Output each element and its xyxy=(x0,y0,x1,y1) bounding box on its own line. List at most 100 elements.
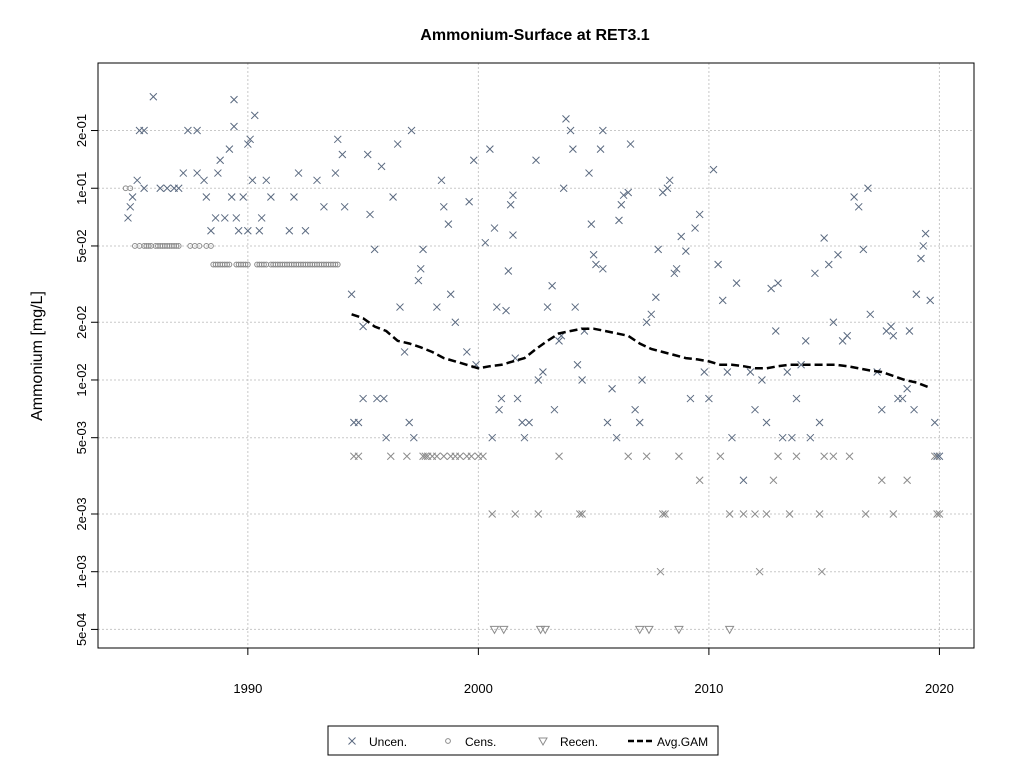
uncensored-point xyxy=(126,202,135,211)
uncensored-point xyxy=(550,405,559,414)
recensored-point xyxy=(634,625,645,635)
y-axis: 5e-04 1e-03 2e-03 5e-03 1e-02 2e-02 5e-02 1e-01… xyxy=(74,114,98,646)
uncensored-point xyxy=(603,418,612,427)
uncensored-point xyxy=(829,318,838,327)
uncensored-point xyxy=(370,245,379,254)
uncensored-point xyxy=(555,336,563,345)
uncensored-point xyxy=(933,452,941,461)
uncensored-point xyxy=(444,220,453,228)
uncensored-point xyxy=(439,202,448,211)
uncensored-point xyxy=(377,162,386,171)
uncensored-point xyxy=(193,169,201,177)
uncensored-point xyxy=(331,169,340,177)
y-tick-label: 5e-03 xyxy=(74,421,89,454)
recensored-point xyxy=(724,625,735,635)
censored-point xyxy=(242,261,249,268)
uncensored-point xyxy=(573,360,582,369)
uncensored-point xyxy=(225,145,234,153)
recensored-point xyxy=(489,625,500,635)
gam-line xyxy=(351,313,929,389)
y-axis-title: Ammonium [mg/L] xyxy=(29,291,46,421)
uncensored-point xyxy=(559,184,568,193)
uncensored-point xyxy=(762,418,771,427)
uncensored-point xyxy=(359,322,367,331)
uncensored-point xyxy=(414,276,423,285)
uncensored-point xyxy=(506,200,515,209)
censored-x-point xyxy=(755,567,764,576)
uncensored-point xyxy=(200,176,208,185)
uncensored-point xyxy=(140,184,148,193)
censored-point xyxy=(127,185,134,192)
uncensored-point xyxy=(230,122,238,131)
legend-marker-recen xyxy=(538,737,548,747)
recensored-point xyxy=(498,625,509,635)
x-tick-label: 1990 xyxy=(233,681,262,696)
uncensored-point xyxy=(207,226,215,235)
uncensored-point xyxy=(566,126,575,135)
uncensored-point xyxy=(409,433,418,442)
uncensored-point xyxy=(714,260,722,269)
uncensored-point xyxy=(232,214,241,222)
uncensored-point xyxy=(539,368,547,376)
uncensored-point xyxy=(520,433,529,442)
censored-x-point xyxy=(933,510,941,518)
uncensored-point xyxy=(635,418,644,427)
uncensored-point xyxy=(211,214,220,222)
censored-x-point xyxy=(624,452,633,461)
uncensored-point xyxy=(771,327,780,335)
uncensored-point xyxy=(562,115,570,123)
legend: Uncen. Cens. Recen. Avg.GAM xyxy=(327,725,719,756)
uncensored-point xyxy=(670,269,679,278)
uncensored-point xyxy=(612,433,621,442)
censored-x-point xyxy=(769,476,778,485)
uncensored-point xyxy=(783,368,792,376)
uncensored-point xyxy=(569,145,577,153)
uncensored-point xyxy=(587,220,596,228)
censored-x-point xyxy=(433,452,441,461)
x-tick-label: 2000 xyxy=(464,681,493,696)
uncensored-point xyxy=(654,245,663,254)
uncensored-point xyxy=(354,418,363,427)
y-tick-label: 5e-02 xyxy=(74,229,89,262)
uncensored-point xyxy=(917,254,925,263)
uncensored-point xyxy=(758,376,766,384)
uncensored-point xyxy=(691,224,699,232)
uncensored-point xyxy=(695,210,704,219)
uncensored-point xyxy=(400,348,409,356)
uncensored-point xyxy=(889,331,898,340)
uncensored-point xyxy=(149,92,158,101)
uncensored-point xyxy=(525,418,533,427)
uncensored-point xyxy=(548,281,556,290)
x-tick-label: 2010 xyxy=(694,681,723,696)
uncensored-point xyxy=(903,384,912,393)
legend-label: Cens. xyxy=(465,735,496,749)
uncensored-point xyxy=(624,188,633,197)
uncensored-point xyxy=(850,193,858,201)
uncensored-point xyxy=(227,193,236,201)
y-tick-label: 2e-01 xyxy=(74,114,89,147)
y-tick-label: 1e-03 xyxy=(74,555,89,588)
uncensored-point xyxy=(615,216,623,225)
uncensored-point xyxy=(732,279,741,287)
uncensored-point xyxy=(598,264,607,273)
censored-x-point xyxy=(479,452,487,461)
uncensored-point xyxy=(617,200,626,209)
uncensored-point xyxy=(481,238,490,247)
uncensored-point xyxy=(663,184,672,193)
uncensored-point xyxy=(220,214,229,222)
censored-point xyxy=(224,261,230,268)
uncensored-point xyxy=(396,303,404,311)
uncensored-point xyxy=(877,405,886,414)
grid xyxy=(98,63,974,648)
uncensored-point xyxy=(250,111,259,120)
uncensored-point xyxy=(912,290,921,299)
uncensored-point xyxy=(534,376,543,384)
uncensored-point xyxy=(532,156,540,165)
censored-x-point xyxy=(889,510,898,518)
censored-x-point xyxy=(820,452,829,461)
uncensored-point xyxy=(905,327,914,335)
censored-x-point xyxy=(845,452,854,461)
censored-x-point xyxy=(511,510,520,518)
uncensored-point xyxy=(638,376,646,384)
